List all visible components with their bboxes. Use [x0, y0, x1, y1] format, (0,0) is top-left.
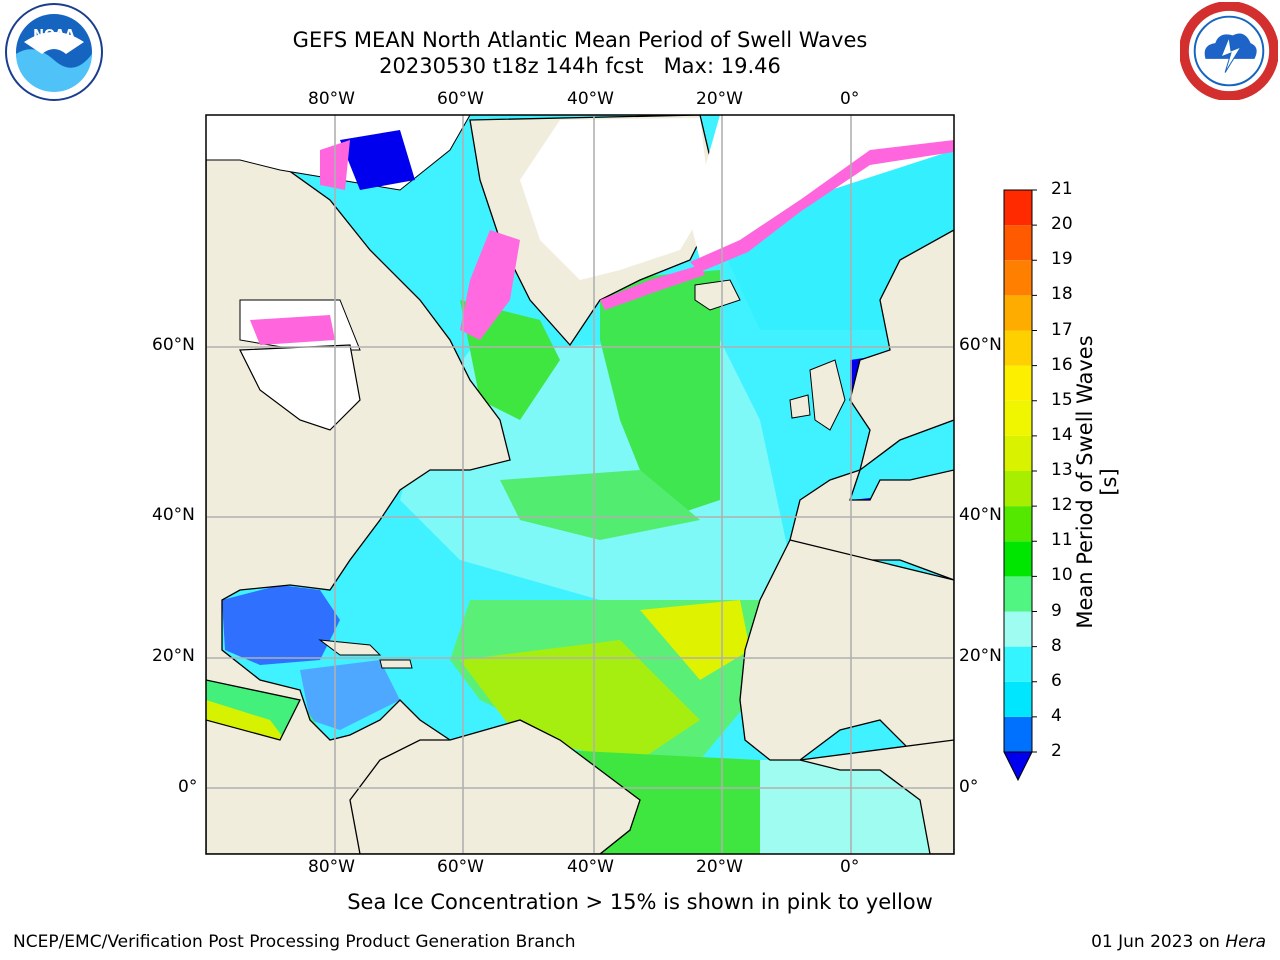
chart-title-line1: GEFS MEAN North Atlantic Mean Period of … — [292, 28, 868, 52]
colorbar-tick-label: 20 — [1051, 214, 1073, 235]
colorbar-tick-label: 16 — [1051, 354, 1073, 375]
colorbar — [1003, 189, 1037, 782]
lon-label-top-20w: 20°W — [696, 89, 743, 109]
footer-machine: Hera — [1225, 932, 1266, 952]
colorbar-tick-label: 2 — [1051, 741, 1062, 761]
footer-date-text: 01 Jun 2023 on — [1091, 932, 1226, 952]
map-frame — [205, 114, 955, 855]
lon-label-top-60w: 60°W — [437, 89, 484, 109]
colorbar-tick-label: 21 — [1051, 179, 1073, 199]
colorbar-extend-arrow — [1003, 751, 1033, 782]
footer-date: 01 Jun 2023 on Hera — [1091, 932, 1266, 952]
colorbar-tick-label: 18 — [1051, 284, 1073, 305]
lon-label-top-40w: 40°W — [567, 89, 614, 109]
lat-label-right-40n: 40°N — [959, 505, 1002, 525]
map-gridlines — [206, 115, 954, 854]
colorbar-tick-label: 12 — [1051, 495, 1073, 516]
colorbar-tick-label: 11 — [1051, 530, 1073, 551]
nws-logo — [1180, 2, 1278, 100]
lon-label-bottom-20w: 20°W — [696, 857, 743, 877]
colorbar-segment — [1004, 295, 1032, 331]
noaa-logo-text: NOAA — [33, 28, 75, 43]
land-south-america — [349, 719, 641, 854]
noaa-logo: NOAA — [5, 3, 103, 101]
colorbar-segment — [1004, 576, 1032, 612]
colorbar-segment — [1004, 506, 1032, 542]
colorbar-tick-label: 13 — [1051, 460, 1073, 480]
colorbar-segment — [1004, 681, 1032, 717]
colorbar-segment — [1004, 190, 1032, 226]
lat-label-left-0: 0° — [178, 777, 198, 797]
colorbar-segment — [1004, 471, 1032, 507]
lon-label-top-80w: 80°W — [308, 89, 355, 109]
colorbar-segment — [1004, 260, 1032, 296]
colorbar-label: Mean Period of Swell Waves [s] — [1073, 335, 1121, 629]
colorbar-segment — [1004, 716, 1032, 752]
lon-label-bottom-60w: 60°W — [437, 857, 484, 877]
colorbar-tick-label: 8 — [1051, 635, 1062, 656]
colorbar-tick-label: 6 — [1051, 670, 1062, 691]
lon-label-bottom-40w: 40°W — [567, 857, 614, 877]
lat-label-right-20n: 20°N — [959, 646, 1002, 666]
lat-label-right-0: 0° — [959, 777, 979, 797]
colorbar-tick-label: 19 — [1051, 249, 1073, 270]
colorbar-tick-label: 4 — [1051, 705, 1062, 726]
colorbar-segment — [1004, 400, 1032, 436]
colorbar-segment — [1004, 541, 1032, 577]
colorbar-segment — [1004, 646, 1032, 682]
lat-label-left-60n: 60°N — [152, 335, 195, 355]
colorbar-segment — [1004, 435, 1032, 471]
sea-ice-note: Sea Ice Concentration > 15% is shown in … — [347, 890, 933, 914]
chart-title-line2: 20230530 t18z 144h fcst Max: 19.46 — [379, 54, 781, 78]
footer-branch: NCEP/EMC/Verification Post Processing Pr… — [13, 932, 576, 952]
colorbar-segment — [1004, 330, 1032, 366]
colorbar-tick-label: 15 — [1051, 389, 1073, 410]
colorbar-segment — [1004, 611, 1032, 647]
lat-label-left-20n: 20°N — [152, 646, 195, 666]
colorbar-tick-label: 14 — [1051, 424, 1073, 445]
colorbar-tick-label: 17 — [1051, 319, 1073, 340]
lon-label-bottom-0: 0° — [840, 857, 860, 877]
lon-label-top-0: 0° — [840, 89, 860, 109]
lat-label-left-40n: 40°N — [152, 505, 195, 525]
lat-label-right-60n: 60°N — [959, 335, 1002, 355]
colorbar-segment — [1004, 365, 1032, 401]
colorbar-tick-label: 9 — [1051, 600, 1062, 621]
colorbar-segment — [1004, 225, 1032, 261]
lon-label-bottom-80w: 80°W — [308, 857, 355, 877]
colorbar-tick-label: 10 — [1051, 565, 1073, 586]
